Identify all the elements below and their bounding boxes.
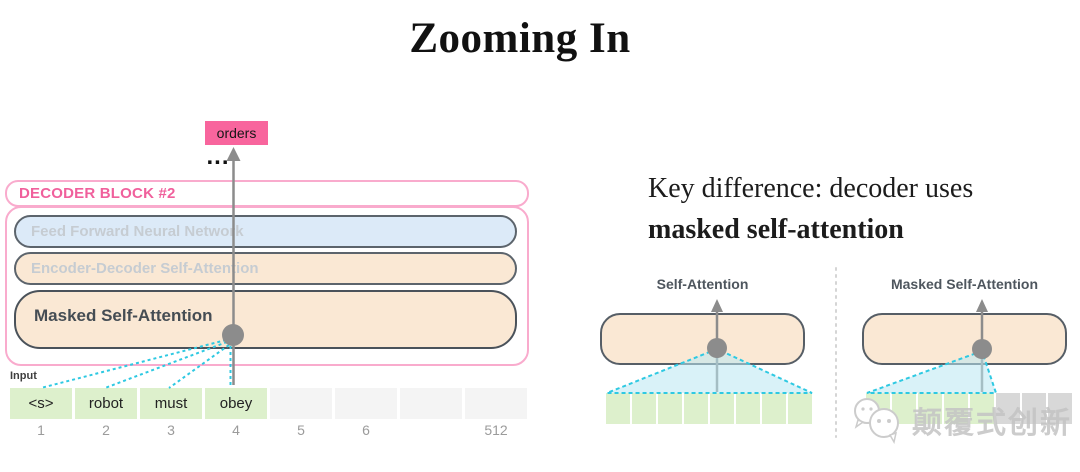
empty-input-cell — [270, 388, 332, 419]
self-attention-box — [600, 313, 805, 365]
input-token-cell: robot — [75, 388, 137, 419]
attended-token-cell — [606, 393, 630, 424]
key-difference-text: Key difference: decoder uses masked self… — [648, 168, 973, 250]
input-token-cell: must — [140, 388, 202, 419]
watermark-text: 颠覆式创新 — [912, 407, 1072, 440]
masked-self-attention-layer: Masked Self-Attention — [14, 290, 517, 349]
position-label: 3 — [167, 422, 175, 438]
input-token-cell: obey — [205, 388, 267, 419]
position-label: 512 — [484, 422, 508, 438]
key-difference-line2: masked self-attention — [648, 214, 904, 245]
masked-token-cell — [996, 393, 1020, 424]
attended-token-cell — [918, 393, 942, 424]
position-label: 4 — [232, 422, 240, 438]
self-attention-arrowhead — [711, 299, 723, 312]
masked-self-attention-box — [862, 313, 1067, 365]
position-label — [400, 422, 462, 438]
wechat-icon — [854, 398, 899, 444]
attended-token-cell — [684, 393, 708, 424]
masked-self-attention-title: Masked Self-Attention — [890, 276, 1038, 292]
empty-input-cell — [400, 388, 462, 419]
position-label: 5 — [297, 422, 305, 438]
masked-attention-arrowhead — [976, 299, 988, 312]
decoder-block-label: DECODER BLOCK #2 — [19, 185, 176, 202]
position-label-row: 1 2 3 4 5 6 512 — [10, 422, 527, 438]
input-label: Input — [10, 370, 37, 382]
feed-forward-layer: Feed Forward Neural Network — [14, 215, 517, 248]
position-label: 1 — [37, 422, 45, 438]
attended-token-cell — [736, 393, 760, 424]
position-label: 6 — [362, 422, 370, 438]
encoder-decoder-attention-label: Encoder-Decoder Self-Attention — [31, 260, 259, 277]
input-token-cell: <s> — [10, 388, 72, 419]
key-difference-line1: Key difference: decoder uses — [648, 173, 974, 204]
feed-forward-label: Feed Forward Neural Network — [31, 223, 244, 240]
empty-input-cell — [465, 388, 527, 419]
position-label: 2 — [102, 422, 110, 438]
page-title: Zooming In — [409, 15, 631, 62]
masked-token-cell — [1022, 393, 1046, 424]
attended-token-cell — [710, 393, 734, 424]
output-token-box: orders — [205, 121, 268, 145]
ellipsis: ... — [206, 143, 230, 170]
decoder-block-header: DECODER BLOCK #2 — [5, 180, 529, 207]
attended-token-cell — [970, 393, 994, 424]
self-attention-title: Self-Attention — [656, 276, 749, 292]
masked-self-attention-label: Masked Self-Attention — [34, 305, 213, 325]
empty-input-cell — [335, 388, 397, 419]
masked-token-cell — [1048, 393, 1072, 424]
watermark: 颠覆式创新 — [850, 396, 1072, 444]
input-token-row: <s> robot must obey — [10, 388, 527, 419]
self-attention-cells — [606, 393, 812, 424]
encoder-decoder-attention-layer: Encoder-Decoder Self-Attention — [14, 252, 517, 285]
attended-token-cell — [658, 393, 682, 424]
attended-token-cell — [632, 393, 656, 424]
attended-token-cell — [944, 393, 968, 424]
attended-token-cell — [788, 393, 812, 424]
attended-token-cell — [762, 393, 786, 424]
